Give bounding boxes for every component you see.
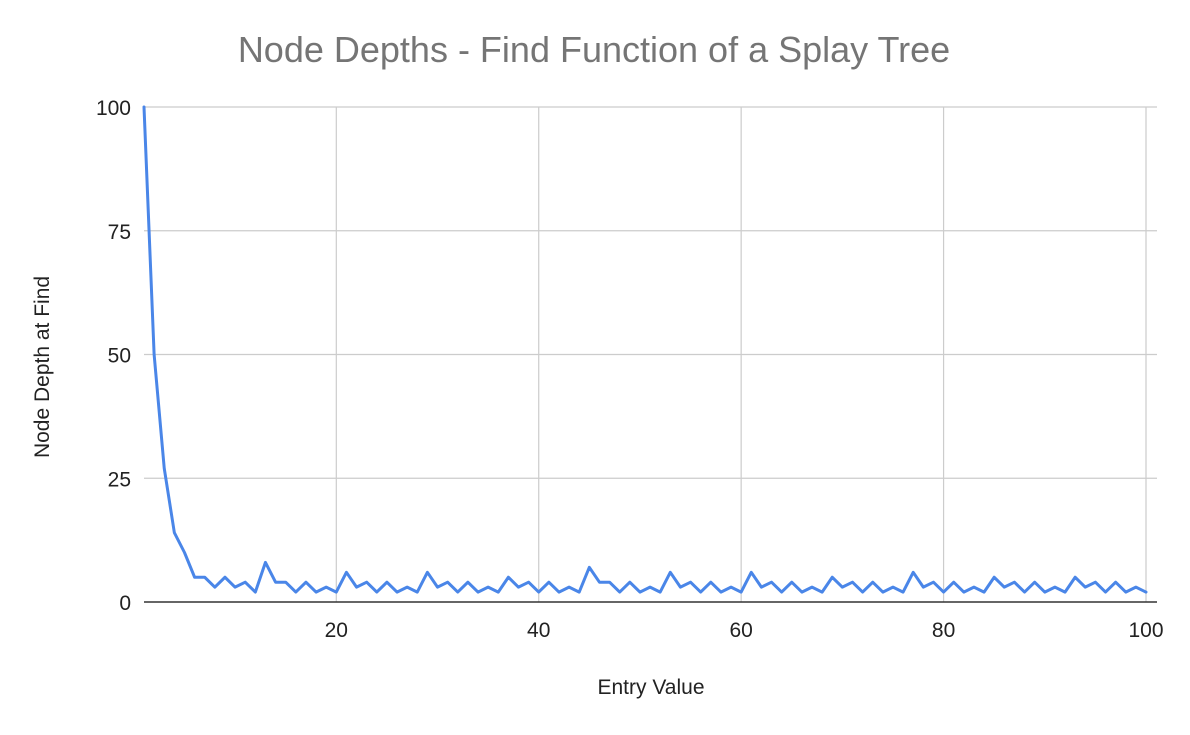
y-tick-label: 75	[108, 221, 131, 244]
series-line	[142, 105, 1148, 594]
grid-layer	[144, 106, 1157, 603]
x-tick-label: 20	[325, 619, 348, 642]
y-tick-label: 100	[96, 97, 131, 120]
x-tick-label: 60	[729, 619, 752, 642]
y-tick-label: 25	[108, 468, 131, 491]
chart-title: Node Depths - Find Function of a Splay T…	[238, 29, 950, 70]
y-axis-title: Node Depth at Find	[31, 276, 54, 458]
x-axis-title: Entry Value	[598, 676, 705, 699]
x-tick-label: 80	[932, 619, 955, 642]
x-tick-label: 100	[1128, 619, 1163, 642]
tick-label-layer: 0 25 50 75 100 20 40 60 80 100	[96, 97, 1164, 642]
y-tick-label: 50	[108, 345, 131, 368]
x-tick-label: 40	[527, 619, 550, 642]
series-layer	[142, 105, 1148, 594]
y-tick-label: 0	[119, 592, 131, 615]
